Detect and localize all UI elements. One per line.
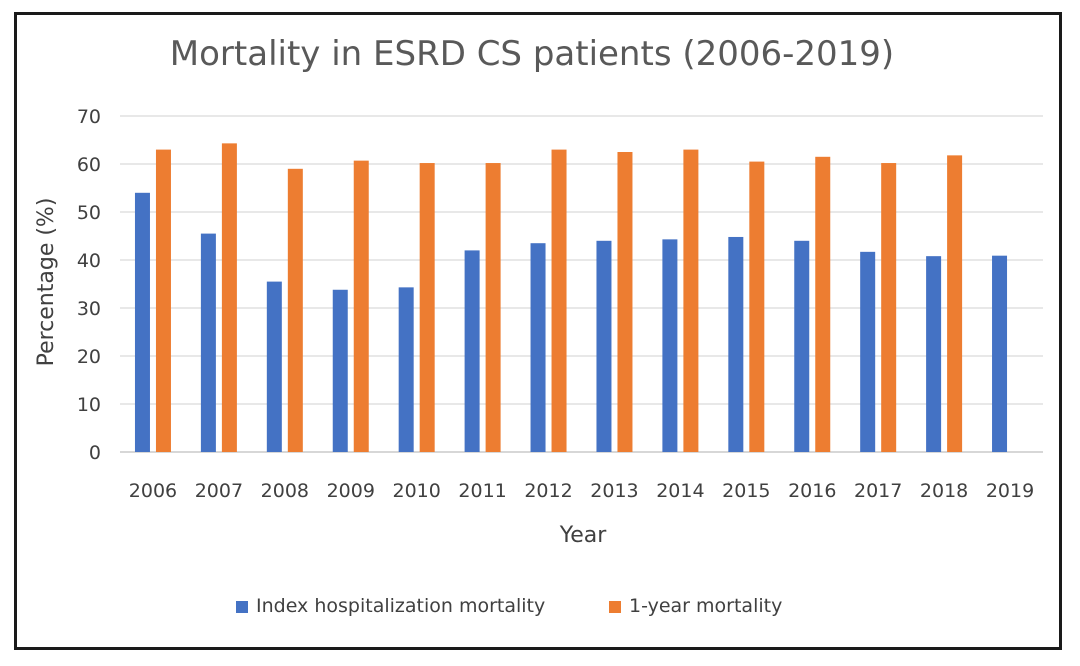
x-tick-label: 2011 [458, 480, 506, 502]
chart-title: Mortality in ESRD CS patients (2006-2019… [170, 34, 894, 74]
bar-index-hospitalization [662, 239, 678, 452]
bar-index-hospitalization [134, 192, 150, 453]
y-tick-label: 50 [77, 202, 101, 224]
bar-1-year [353, 160, 369, 452]
y-tick-label: 30 [77, 298, 101, 320]
legend-label: Index hospitalization mortality [256, 595, 545, 617]
bar-index-hospitalization [398, 287, 414, 452]
bar-index-hospitalization [530, 243, 546, 452]
x-tick-label: 2017 [854, 480, 902, 502]
y-tick-label: 20 [77, 346, 101, 368]
x-axis-ticks: 2006 2007 2008 2009 2010 2011 2012 2013 2014 2015… [129, 480, 1034, 502]
bar-1-year [221, 143, 237, 453]
x-tick-label: 2012 [524, 480, 572, 502]
y-tick-label: 0 [89, 442, 101, 464]
x-tick-label: 2010 [392, 480, 440, 502]
bar-index-hospitalization [926, 256, 942, 452]
gridlines [120, 115, 1043, 453]
bar-1-year [419, 163, 435, 453]
y-axis-title: Percentage (%) [34, 198, 59, 367]
y-tick-label: 70 [77, 106, 101, 128]
bar-1-year [683, 149, 699, 452]
legend: Index hospitalization mortality 1-year mo… [236, 595, 782, 617]
y-tick-label: 10 [77, 394, 101, 416]
bar-index-hospitalization [728, 236, 744, 452]
x-tick-label: 2009 [327, 480, 375, 502]
legend-swatch [236, 601, 248, 613]
bar-index-hospitalization [200, 233, 216, 452]
bar-index-hospitalization [992, 255, 1008, 452]
bar-index-hospitalization [464, 250, 480, 452]
bar-index-hospitalization [596, 240, 612, 452]
bar-index-hospitalization [860, 251, 876, 452]
bar-1-year [947, 155, 963, 453]
x-tick-label: 2019 [986, 480, 1034, 502]
bar-1-year [617, 152, 633, 452]
legend-swatch [609, 601, 621, 613]
bar-1-year [551, 149, 567, 452]
bar-1-year [155, 149, 171, 452]
y-tick-label: 60 [77, 154, 101, 176]
x-tick-label: 2018 [920, 480, 968, 502]
x-tick-label: 2013 [590, 480, 638, 502]
bar-1-year [749, 161, 765, 452]
bar-1-year [287, 168, 303, 453]
x-tick-label: 2006 [129, 480, 177, 502]
y-axis-ticks: 0 10 20 30 40 50 60 70 [77, 106, 101, 464]
bar-1-year [485, 163, 501, 453]
x-tick-label: 2016 [788, 480, 836, 502]
bar-1-year [881, 163, 897, 453]
legend-label: 1-year mortality [629, 595, 782, 617]
bar-1-year [815, 156, 831, 453]
bars [134, 143, 1008, 453]
y-tick-label: 40 [77, 250, 101, 272]
bar-index-hospitalization [266, 281, 282, 452]
bar-index-hospitalization [332, 289, 348, 452]
x-tick-label: 2015 [722, 480, 770, 502]
x-tick-label: 2007 [195, 480, 243, 502]
bar-index-hospitalization [794, 240, 810, 452]
x-tick-label: 2014 [656, 480, 704, 502]
x-axis-title: Year [559, 523, 608, 548]
x-tick-label: 2008 [261, 480, 309, 502]
